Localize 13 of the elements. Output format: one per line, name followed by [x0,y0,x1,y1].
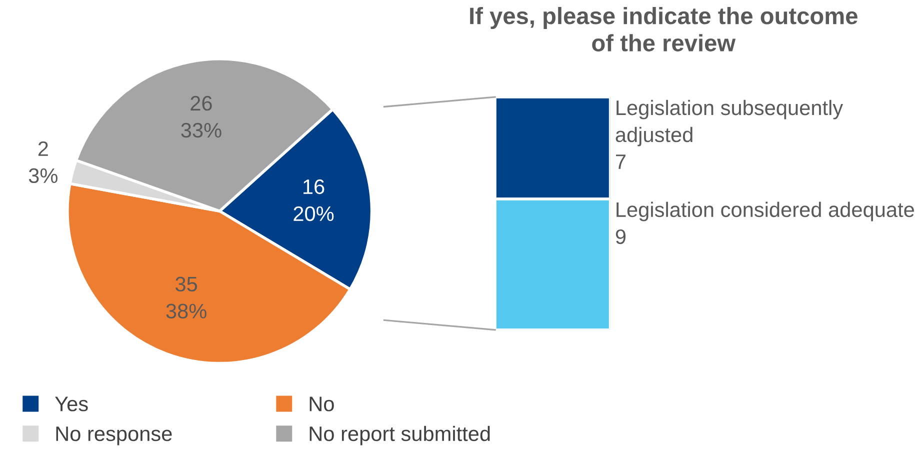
text: If yes, please indicate the outcome of the review [470,6,858,52]
data-label: 16 20% [294,179,334,222]
series-label: Legislation considered adequate [616,202,914,222]
legend-label: No response [56,426,172,446]
legend-label: No report submitted [310,426,490,446]
data-label: 35 38% [166,276,206,318]
data-label: 7 [616,154,626,169]
legend-label: Yes [55,396,88,412]
legend-label: No [310,396,334,412]
series-label: Legislation subsequently adjusted [616,100,844,146]
data-label: 9 [616,229,626,244]
data-label: 2 3% [28,141,58,184]
data-label: 26 33% [181,96,222,138]
